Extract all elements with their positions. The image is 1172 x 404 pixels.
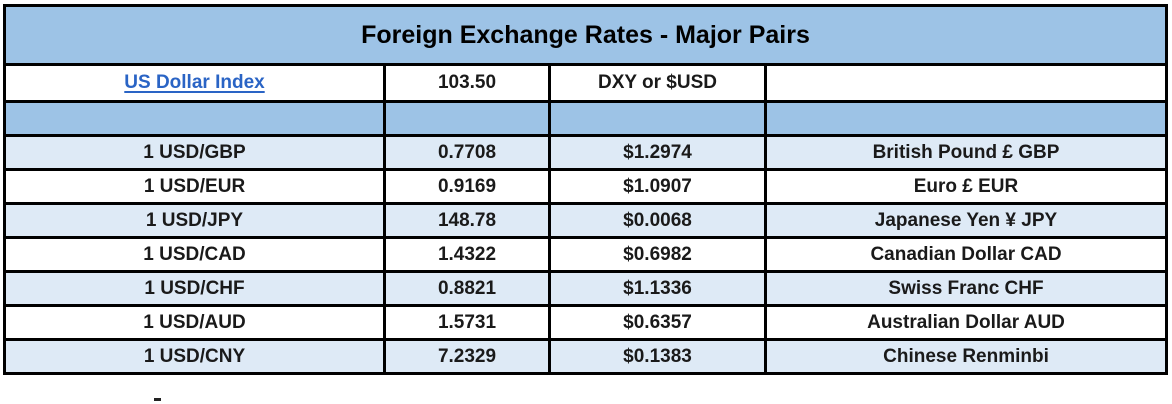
usd-index-ticker-cell: DXY or $USD [548, 63, 767, 103]
fx-row-aud: 1 USD/AUD 1.5731 $0.6357 Australian Doll… [3, 304, 1168, 341]
table-title: Foreign Exchange Rates - Major Pairs [3, 4, 1168, 66]
fx-row-chf: 1 USD/CHF 0.8821 $1.1336 Swiss Franc CHF [3, 270, 1168, 307]
rate-cell: 0.9169 [383, 168, 551, 205]
rate-cell: 1.5731 [383, 304, 551, 341]
fx-rates-table: Foreign Exchange Rates - Major Pairs US … [3, 4, 1168, 375]
pair-cell: 1 USD/GBP [3, 134, 386, 171]
stray-mark [154, 398, 161, 401]
pair-cell: 1 USD/CAD [3, 236, 386, 273]
usd-value-cell: $1.0907 [548, 168, 767, 205]
usd-value-cell: $0.6357 [548, 304, 767, 341]
pair-cell: 1 USD/CHF [3, 270, 386, 307]
usd-value-cell: $0.0068 [548, 202, 767, 239]
pair-cell: 1 USD/JPY [3, 202, 386, 239]
pair-cell: 1 USD/EUR [3, 168, 386, 205]
spacer-cell [3, 100, 386, 137]
spacer-cell [548, 100, 767, 137]
usd-value-cell: $1.2974 [548, 134, 767, 171]
spacer-row [3, 100, 1168, 137]
pair-cell: 1 USD/CNY [3, 338, 386, 375]
usd-value-cell: $0.1383 [548, 338, 767, 375]
usd-index-note-cell [764, 63, 1168, 103]
usd-index-link[interactable]: US Dollar Index [124, 72, 265, 93]
fx-row-eur: 1 USD/EUR 0.9169 $1.0907 Euro £ EUR [3, 168, 1168, 205]
rate-cell: 1.4322 [383, 236, 551, 273]
currency-name-cell: Swiss Franc CHF [764, 270, 1168, 307]
usd-index-row: US Dollar Index 103.50 DXY or $USD [3, 63, 1168, 103]
rate-cell: 0.8821 [383, 270, 551, 307]
usd-value-cell: $0.6982 [548, 236, 767, 273]
usd-index-value-cell: 103.50 [383, 63, 551, 103]
currency-name-cell: British Pound £ GBP [764, 134, 1168, 171]
table-title-row: Foreign Exchange Rates - Major Pairs [3, 4, 1168, 66]
fx-row-jpy: 1 USD/JPY 148.78 $0.0068 Japanese Yen ¥ … [3, 202, 1168, 239]
spacer-cell [764, 100, 1168, 137]
currency-name-cell: Canadian Dollar CAD [764, 236, 1168, 273]
currency-name-cell: Japanese Yen ¥ JPY [764, 202, 1168, 239]
fx-row-cad: 1 USD/CAD 1.4322 $0.6982 Canadian Dollar… [3, 236, 1168, 273]
rate-cell: 148.78 [383, 202, 551, 239]
fx-row-cny: 1 USD/CNY 7.2329 $0.1383 Chinese Renminb… [3, 338, 1168, 375]
rate-cell: 0.7708 [383, 134, 551, 171]
usd-index-cell: US Dollar Index [3, 63, 386, 103]
rate-cell: 7.2329 [383, 338, 551, 375]
currency-name-cell: Australian Dollar AUD [764, 304, 1168, 341]
usd-value-cell: $1.1336 [548, 270, 767, 307]
spacer-cell [383, 100, 551, 137]
fx-row-gbp: 1 USD/GBP 0.7708 $1.2974 British Pound £… [3, 134, 1168, 171]
currency-name-cell: Euro £ EUR [764, 168, 1168, 205]
pair-cell: 1 USD/AUD [3, 304, 386, 341]
currency-name-cell: Chinese Renminbi [764, 338, 1168, 375]
